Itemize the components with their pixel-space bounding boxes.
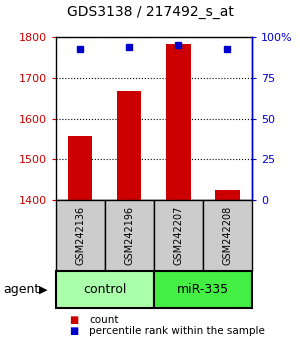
Text: GSM242136: GSM242136	[75, 206, 85, 265]
Bar	[68, 136, 92, 200]
Text: control: control	[83, 283, 126, 296]
Bar	[166, 45, 190, 200]
Text: GSM242208: GSM242208	[222, 206, 233, 265]
Text: agent: agent	[3, 283, 39, 296]
Text: GSM242207: GSM242207	[173, 206, 183, 265]
Bar	[215, 190, 240, 200]
Text: ■: ■	[69, 315, 79, 325]
Text: percentile rank within the sample: percentile rank within the sample	[89, 326, 265, 336]
Text: miR-335: miR-335	[177, 283, 229, 296]
Bar	[117, 91, 142, 200]
Text: GSM242196: GSM242196	[124, 206, 134, 265]
Text: count: count	[89, 315, 118, 325]
Text: GDS3138 / 217492_s_at: GDS3138 / 217492_s_at	[67, 5, 233, 19]
Text: ▶: ▶	[39, 284, 48, 295]
Text: ■: ■	[69, 326, 79, 336]
